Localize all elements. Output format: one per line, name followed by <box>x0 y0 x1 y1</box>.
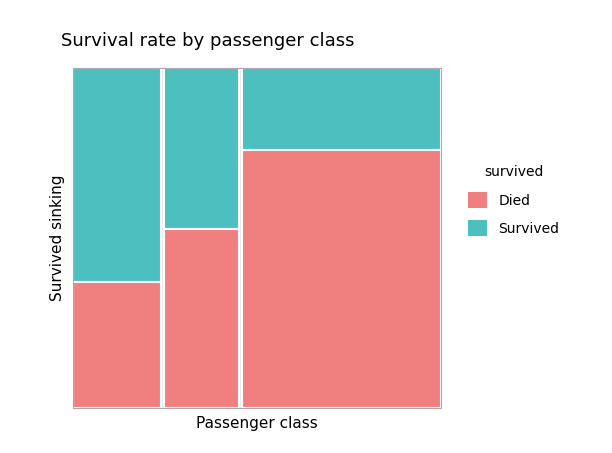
Bar <box>164 229 239 408</box>
Bar <box>73 282 161 408</box>
Bar <box>164 68 239 229</box>
Bar <box>242 150 441 408</box>
X-axis label: Passenger class: Passenger class <box>196 416 318 431</box>
Bar <box>242 68 441 150</box>
Legend: Died, Survived: Died, Survived <box>462 160 565 242</box>
Text: Survival rate by passenger class: Survival rate by passenger class <box>61 32 355 50</box>
Y-axis label: Survived sinking: Survived sinking <box>50 174 65 301</box>
Bar <box>73 68 161 282</box>
